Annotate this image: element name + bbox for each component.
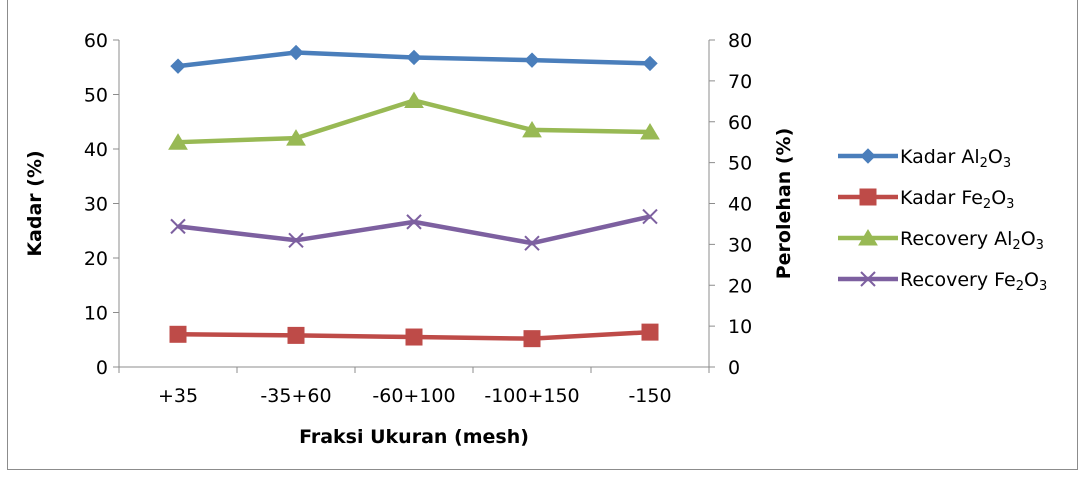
data-point bbox=[642, 55, 658, 72]
data-point bbox=[405, 328, 423, 346]
x-tick-label: +35 bbox=[158, 385, 198, 407]
legend-marker bbox=[860, 148, 876, 164]
legend-marker bbox=[859, 188, 877, 206]
data-point bbox=[404, 91, 424, 108]
x-tick-label: -60+100 bbox=[372, 385, 455, 407]
data-point bbox=[524, 235, 540, 251]
axes: 0 10 20 30 40 50 60 0 10 20 30 40 50 60 70 80 +35 -35+60 -… bbox=[84, 30, 752, 407]
data-point bbox=[641, 323, 659, 341]
y2-tick-label: 20 bbox=[728, 275, 752, 297]
y2-tick-label: 50 bbox=[728, 153, 752, 175]
data-point bbox=[168, 133, 188, 150]
legend-item: Kadar Fe2O3 bbox=[838, 187, 1014, 212]
y2-tick-label: 80 bbox=[728, 30, 752, 52]
legend-item: Recovery Fe2O3 bbox=[838, 269, 1047, 294]
y-axis-title: Kadar (%) bbox=[24, 150, 46, 256]
x-axis-title: Fraksi Ukuran (mesh) bbox=[299, 426, 529, 448]
data-point bbox=[169, 325, 187, 343]
data-point bbox=[170, 58, 186, 74]
y2-tick-label: 30 bbox=[728, 234, 752, 256]
series-1 bbox=[170, 44, 658, 74]
y-tick-label: 0 bbox=[96, 357, 108, 379]
data-point bbox=[523, 330, 541, 348]
y-tick-label: 10 bbox=[84, 303, 108, 325]
y2-tick-label: 60 bbox=[728, 112, 752, 134]
y2-tick-label: 70 bbox=[728, 71, 752, 93]
legend-marker bbox=[860, 271, 876, 287]
data-point bbox=[522, 120, 542, 138]
data-point bbox=[287, 326, 305, 344]
chart-frame bbox=[7, 0, 1078, 470]
series-3 bbox=[168, 91, 660, 150]
series-2 bbox=[169, 323, 659, 348]
data-point bbox=[170, 218, 186, 235]
x-marker-stroke bbox=[524, 235, 540, 251]
legend-item: Recovery Al2O3 bbox=[838, 228, 1044, 253]
data-point bbox=[286, 129, 306, 146]
y-tick-label: 40 bbox=[84, 139, 108, 161]
data-point bbox=[288, 44, 304, 61]
plot-area bbox=[168, 44, 660, 348]
legend: Kadar Al2O3 Kadar Fe2O3 Recovery Al2O3 Reco… bbox=[838, 146, 1047, 294]
series-4 bbox=[170, 208, 658, 251]
data-point bbox=[524, 52, 540, 68]
y-tick-label: 20 bbox=[84, 248, 108, 270]
x-tick-label: -150 bbox=[628, 385, 671, 407]
legend-label: Recovery Al2O3 bbox=[900, 228, 1044, 253]
x-marker-stroke bbox=[642, 208, 658, 225]
x-marker-stroke bbox=[860, 271, 876, 287]
data-point bbox=[642, 208, 658, 225]
x-tick-label: -35+60 bbox=[260, 385, 331, 407]
x-marker-stroke bbox=[406, 214, 422, 230]
y2-tick-label: 0 bbox=[728, 357, 740, 379]
legend-label: Kadar Fe2O3 bbox=[900, 187, 1014, 212]
y-tick-label: 50 bbox=[84, 85, 108, 107]
y2-tick-label: 40 bbox=[728, 194, 752, 216]
legend-label: Kadar Al2O3 bbox=[900, 146, 1011, 171]
data-point bbox=[406, 214, 422, 230]
y-tick-label: 60 bbox=[84, 30, 108, 52]
y2-tick-label: 10 bbox=[728, 316, 752, 338]
y-tick-label: 30 bbox=[84, 194, 108, 216]
x-tick-label: -100+150 bbox=[484, 385, 579, 407]
legend-marker bbox=[858, 229, 878, 246]
x-marker-stroke bbox=[170, 218, 186, 235]
y2-axis-title: Perolehan (%) bbox=[773, 128, 795, 280]
legend-item: Kadar Al2O3 bbox=[838, 146, 1011, 171]
legend-label: Recovery Fe2O3 bbox=[900, 269, 1047, 294]
x-marker-stroke bbox=[288, 232, 304, 248]
data-point bbox=[640, 122, 660, 140]
data-point bbox=[288, 232, 304, 248]
data-point bbox=[406, 49, 422, 66]
